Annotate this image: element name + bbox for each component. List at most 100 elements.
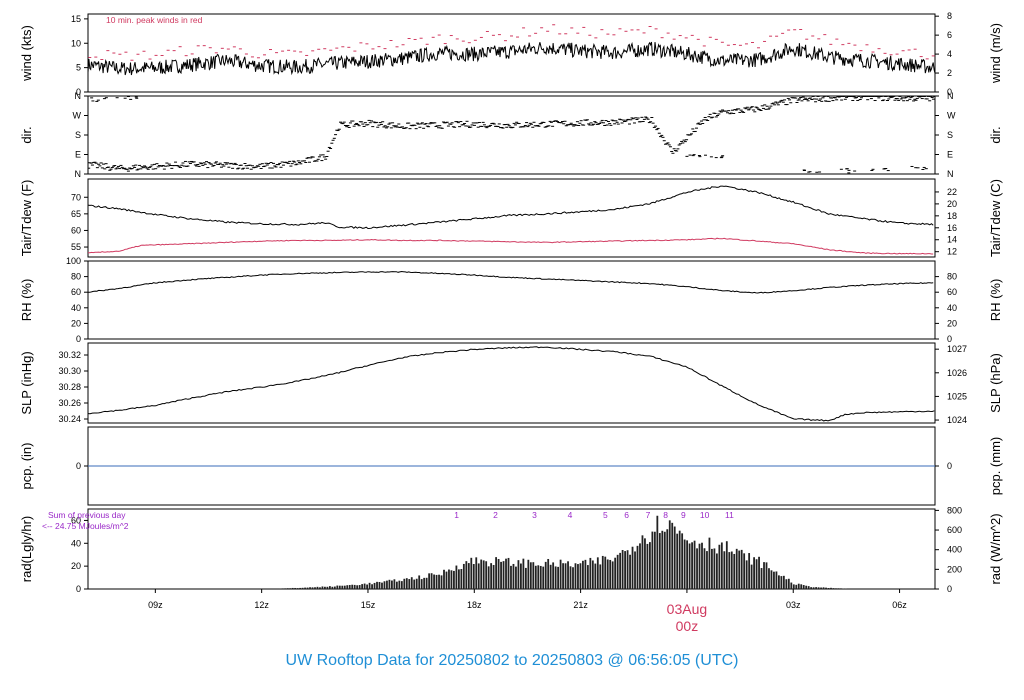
air-temp-line bbox=[88, 185, 934, 230]
rad-bar bbox=[812, 587, 815, 589]
ytick-right-label: 600 bbox=[947, 525, 962, 535]
rad-bar bbox=[778, 575, 780, 589]
rad-bar bbox=[383, 581, 386, 589]
panel-precipitation: pcp. (in) pcp. (mm) 0 0 bbox=[19, 426, 1003, 506]
ytick-right-label: 1025 bbox=[947, 391, 967, 401]
rad-bar bbox=[309, 587, 311, 589]
ytick-left-label: 40 bbox=[71, 538, 81, 548]
ytick-right-label: 60 bbox=[947, 287, 957, 297]
rad-bar bbox=[539, 565, 542, 589]
rad-bar bbox=[368, 582, 371, 589]
rad-bar bbox=[696, 548, 698, 589]
rad-bar bbox=[646, 543, 649, 589]
rad-bar bbox=[299, 587, 302, 589]
rad-bar bbox=[455, 565, 458, 589]
rad-bar bbox=[691, 542, 693, 589]
rad-bar bbox=[395, 581, 398, 589]
rad-bar bbox=[470, 557, 473, 589]
rad-bar bbox=[505, 558, 507, 589]
date-marker-time: 00z bbox=[676, 618, 699, 634]
ytick-right-label: S bbox=[947, 130, 953, 140]
rad-bar bbox=[284, 588, 287, 589]
rad-bar bbox=[314, 587, 316, 589]
xtick-label: 12z bbox=[254, 600, 269, 610]
rad-bar bbox=[562, 563, 564, 589]
panel-frame bbox=[87, 260, 936, 340]
rad-bar bbox=[797, 583, 800, 589]
rad-bar bbox=[557, 566, 560, 589]
ylabel-left: pcp. (in) bbox=[19, 443, 34, 490]
ytick-left-label: 30.24 bbox=[58, 414, 81, 424]
rad-bar bbox=[445, 571, 448, 589]
rad-bar bbox=[467, 563, 470, 589]
rad-bar bbox=[457, 569, 460, 589]
rad-bar bbox=[522, 558, 525, 589]
uv-index-label: 4 bbox=[568, 510, 573, 520]
rad-bar bbox=[348, 584, 351, 589]
rad-bar bbox=[614, 557, 617, 589]
rad-bar bbox=[591, 560, 594, 589]
rad-bar bbox=[671, 522, 674, 589]
ytick-right-label: 20 bbox=[947, 318, 957, 328]
rad-bar bbox=[510, 565, 512, 589]
rad-bar bbox=[790, 582, 793, 589]
rad-bar bbox=[319, 587, 321, 589]
rad-bar bbox=[341, 585, 344, 589]
rad-bar bbox=[279, 588, 282, 589]
ylabel-right: pcp. (mm) bbox=[988, 437, 1003, 496]
xtick-label: 15z bbox=[361, 600, 376, 610]
ytick-right-label: 18 bbox=[947, 211, 957, 221]
rad-bar bbox=[338, 585, 341, 589]
rad-bar bbox=[351, 584, 354, 589]
rad-bar bbox=[616, 554, 619, 589]
ytick-left-label: 65 bbox=[71, 209, 81, 219]
rad-bar bbox=[500, 561, 502, 589]
rad-bar bbox=[735, 548, 738, 589]
ytick-left-label: 15 bbox=[71, 14, 81, 24]
rad-bar bbox=[477, 563, 480, 589]
ytick-right-label: 0 bbox=[947, 334, 952, 344]
rad-bar bbox=[795, 584, 798, 589]
rad-bar bbox=[634, 551, 636, 589]
rad-bar bbox=[462, 563, 465, 589]
xtick-label: 18z bbox=[467, 600, 482, 610]
uv-index-label: 9 bbox=[681, 510, 686, 520]
rad-bar bbox=[656, 515, 659, 589]
ylabel-right: rad (W/m^2) bbox=[988, 513, 1003, 584]
ylabel-left: dir. bbox=[19, 126, 34, 143]
ytick-left-label: 60 bbox=[71, 225, 81, 235]
rad-bar bbox=[482, 560, 485, 589]
plot-area bbox=[88, 270, 934, 294]
ytick-right-label: 4 bbox=[947, 49, 952, 59]
rad-bar bbox=[835, 588, 837, 589]
rad-bar bbox=[807, 586, 810, 589]
ytick-right-label: N bbox=[947, 91, 954, 101]
rad-bar bbox=[534, 565, 537, 589]
rad-bar bbox=[715, 553, 718, 589]
rad-bar bbox=[706, 551, 708, 589]
rad-bar bbox=[507, 557, 510, 589]
ytick-right-label: 1027 bbox=[947, 344, 967, 354]
rad-bar bbox=[604, 556, 607, 589]
rad-bar bbox=[782, 575, 785, 589]
slp-line bbox=[88, 346, 935, 422]
rad-bar bbox=[723, 551, 726, 589]
rad-bar bbox=[753, 557, 755, 589]
ytick-right-label: 0 bbox=[947, 87, 952, 97]
ytick-left-label: 0 bbox=[76, 87, 81, 97]
rad-bar bbox=[524, 567, 527, 589]
rad-bar bbox=[363, 583, 366, 589]
rad-bar bbox=[532, 562, 535, 589]
rad-bar bbox=[681, 533, 684, 589]
rad-bar bbox=[619, 552, 622, 589]
rad-bar bbox=[577, 564, 579, 589]
ytick-right-label: 800 bbox=[947, 505, 962, 515]
rad-bar bbox=[366, 584, 368, 589]
rad-bar bbox=[626, 550, 629, 589]
rad-bar bbox=[328, 586, 331, 589]
rad-bar bbox=[629, 554, 631, 589]
rad-bar bbox=[291, 587, 294, 589]
rad-bar bbox=[631, 546, 634, 589]
rad-bar bbox=[408, 579, 411, 589]
ytick-left-label: 10 bbox=[71, 38, 81, 48]
